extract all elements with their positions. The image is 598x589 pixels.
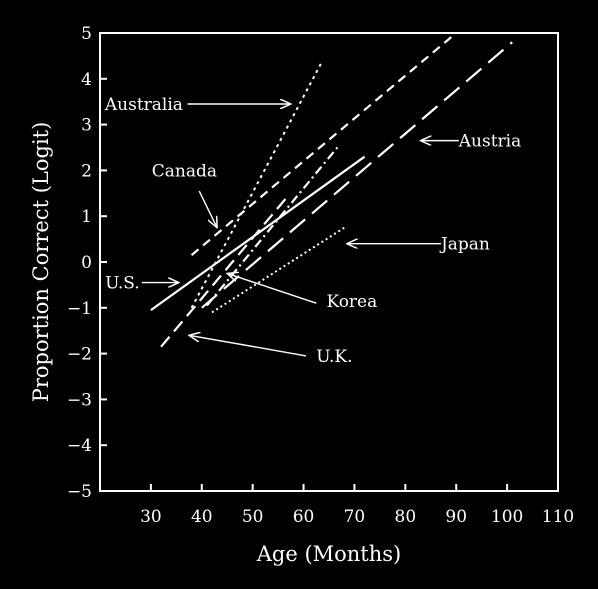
series-line-canada bbox=[190, 32, 457, 256]
series-label-u-s: U.S. bbox=[105, 274, 140, 294]
y-tick-label: 0 bbox=[81, 253, 92, 273]
series-line-japan bbox=[211, 226, 345, 314]
y-tick-label: 1 bbox=[81, 207, 92, 227]
x-tick-label: 50 bbox=[242, 507, 264, 527]
series-layer bbox=[150, 32, 513, 348]
x-tick-label: 60 bbox=[293, 507, 315, 527]
x-tick-label: 80 bbox=[395, 507, 417, 527]
y-tick-label: −5 bbox=[67, 482, 92, 502]
series-label-u-k: U.K. bbox=[316, 347, 352, 367]
x-tick-label: 90 bbox=[445, 507, 467, 527]
series-line-u-k bbox=[160, 194, 290, 348]
x-tick-label: 100 bbox=[491, 507, 523, 527]
y-tick-label: 5 bbox=[81, 24, 92, 44]
series-label-japan: Japan bbox=[439, 235, 490, 255]
annotation-layer: Australia Canada Austria Japan U.S. Korea U.K. bbox=[104, 95, 521, 367]
x-tick-label: 110 bbox=[542, 507, 574, 527]
y-tick-label: 2 bbox=[81, 161, 92, 181]
series-line-korea bbox=[206, 144, 341, 307]
x-tick-label: 30 bbox=[140, 507, 162, 527]
series-label-canada: Canada bbox=[152, 161, 217, 181]
series-line-austria bbox=[201, 41, 513, 309]
y-tick-label: −2 bbox=[67, 345, 92, 365]
y-axis-label: Proportion Correct (Logit) bbox=[29, 122, 53, 403]
series-label-korea: Korea bbox=[326, 292, 377, 312]
x-tick-label: 70 bbox=[344, 507, 366, 527]
y-tick-label: 4 bbox=[81, 70, 92, 90]
x-tick-label: 40 bbox=[191, 507, 213, 527]
y-tick-label: 3 bbox=[81, 116, 92, 136]
arrow-u-k bbox=[189, 335, 307, 357]
y-tick-label: −3 bbox=[67, 390, 92, 410]
series-label-austria: Austria bbox=[458, 132, 521, 152]
x-axis: 30 40 50 60 70 80 90 100 110 bbox=[140, 484, 574, 527]
y-axis: 5 4 3 2 1 0 −1 −2 −3 −4 −5 bbox=[67, 24, 107, 502]
arrow-korea bbox=[227, 273, 317, 304]
series-line-australia bbox=[190, 62, 323, 309]
y-tick-label: −1 bbox=[67, 299, 92, 319]
y-tick-label: −4 bbox=[67, 436, 92, 456]
series-label-australia: Australia bbox=[104, 95, 183, 115]
x-axis-label: Age (Months) bbox=[256, 542, 402, 566]
arrow-canada bbox=[198, 190, 217, 228]
